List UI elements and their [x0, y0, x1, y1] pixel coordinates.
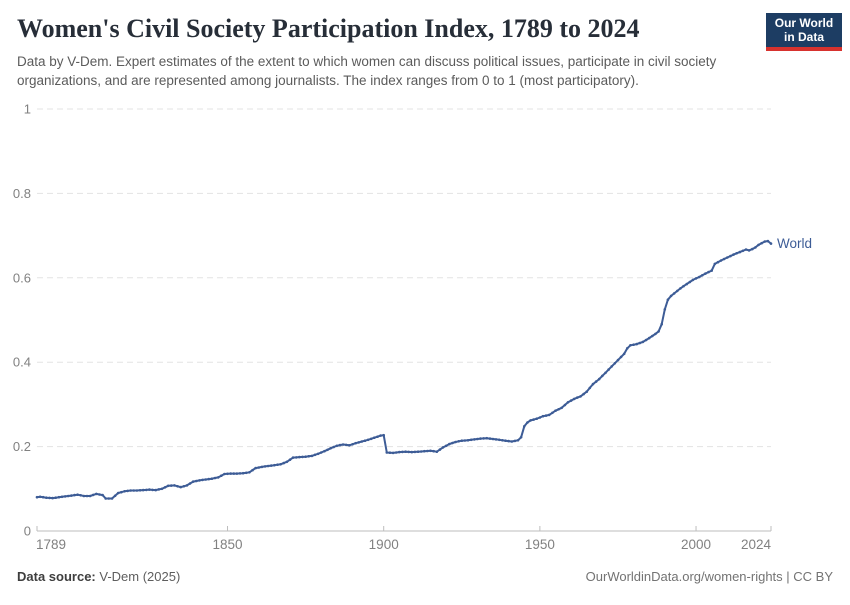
- y-axis-label: 0.2: [13, 439, 31, 454]
- footer-credit[interactable]: OurWorldinData.org/women-rights | CC BY: [585, 569, 833, 584]
- x-axis-label: 1789: [36, 537, 66, 552]
- y-axis-label: 0.4: [13, 355, 31, 370]
- data-source: Data source: V-Dem (2025): [17, 569, 180, 584]
- x-axis-label: 1950: [525, 537, 555, 552]
- y-axis-label: 0.6: [13, 270, 31, 285]
- x-axis-label: 2000: [681, 537, 711, 552]
- series-label-world[interactable]: World: [777, 236, 812, 251]
- x-axis-label: 2024: [741, 537, 772, 552]
- owid-logo[interactable]: Our World in Data: [766, 13, 842, 51]
- series-markers-world: [35, 239, 773, 500]
- series-line-world[interactable]: [36, 240, 772, 500]
- x-axis-label: 1850: [213, 537, 243, 552]
- y-axis-label: 1: [24, 102, 31, 117]
- owid-logo-line2: in Data: [783, 30, 824, 44]
- owid-logo-line1: Our World: [774, 16, 834, 30]
- chart-subtitle: Data by V-Dem. Expert estimates of the e…: [17, 54, 717, 88]
- y-axis-label: 0.8: [13, 186, 31, 201]
- page-title: Women's Civil Society Participation Inde…: [17, 14, 640, 43]
- data-source-label: Data source:: [17, 569, 96, 584]
- x-axis-label: 1900: [369, 537, 399, 552]
- y-axis-label: 0: [24, 524, 31, 539]
- data-source-value: V-Dem (2025): [99, 569, 181, 584]
